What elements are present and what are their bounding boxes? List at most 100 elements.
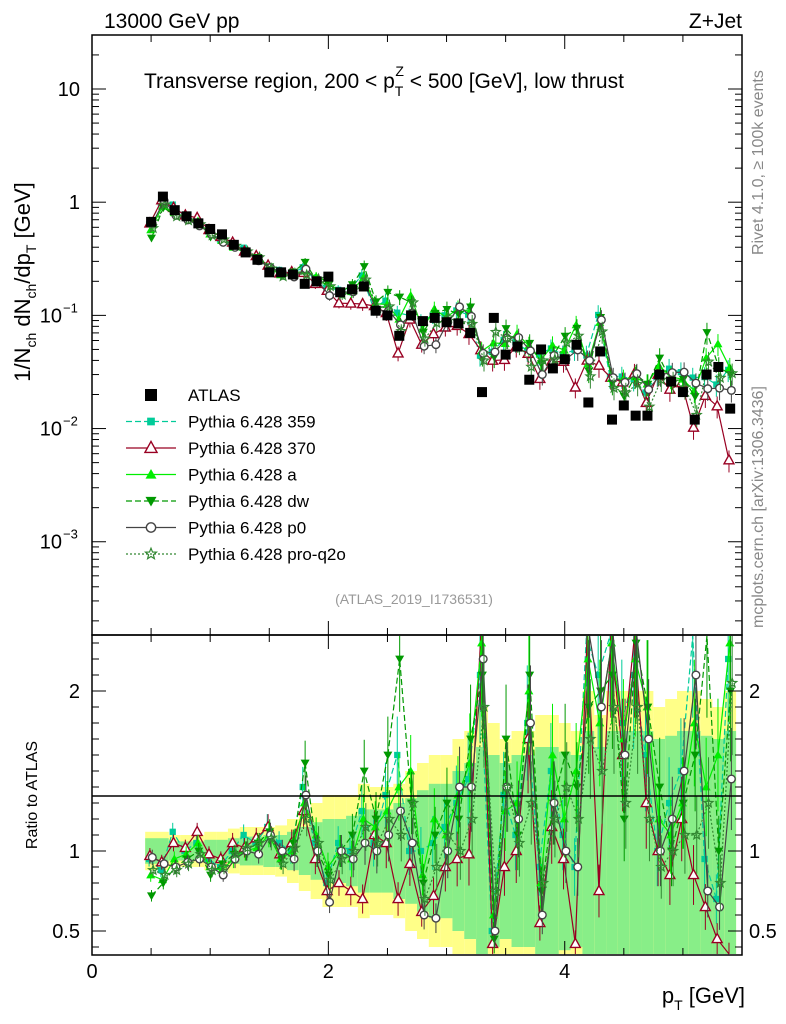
- legend-entry: ATLAS: [145, 386, 241, 405]
- ratio-marker: [619, 796, 632, 809]
- ratio-panel-series: [143, 635, 739, 955]
- main-marker: [663, 382, 677, 394]
- ratio-marker: [489, 884, 502, 897]
- main-marker: [382, 297, 389, 304]
- main-marker: [525, 339, 535, 348]
- main-marker: [454, 311, 464, 319]
- main-marker: [383, 288, 393, 297]
- atlas-data: [146, 191, 736, 425]
- main-marker: [726, 366, 739, 379]
- ratio-marker: [346, 847, 354, 855]
- legend-entry: Pythia 6.428 dw: [126, 492, 310, 511]
- ratio-marker: [276, 855, 286, 864]
- ratio-marker: [631, 700, 644, 713]
- ratio-y-tick-label-right: 0.5: [749, 921, 777, 943]
- ratio-marker: [191, 824, 204, 837]
- y-tick-label: 10: [40, 532, 62, 554]
- legend-label: Pythia 6.428 359: [188, 413, 316, 432]
- ratio-marker: [711, 932, 724, 944]
- ratio-marker: [455, 782, 465, 792]
- atlas-point: [441, 317, 452, 328]
- main-marker: [407, 296, 420, 308]
- main-marker: [607, 381, 621, 394]
- main-marker: [619, 386, 632, 398]
- atlas-point: [370, 305, 381, 316]
- ratio-marker: [619, 815, 629, 824]
- main-marker: [525, 346, 535, 356]
- ratio-marker: [360, 838, 370, 848]
- main-marker: [715, 383, 725, 393]
- ratio-marker: [158, 868, 172, 881]
- ratio-marker: [335, 839, 342, 847]
- ratio-marker: [548, 812, 562, 825]
- ratio-marker: [202, 847, 216, 859]
- ratio-marker: [549, 798, 559, 808]
- main-marker: [325, 291, 335, 301]
- main-marker: [678, 375, 688, 384]
- ratio-marker: [584, 732, 597, 745]
- y-label-t2: dN: [10, 299, 35, 333]
- main-marker: [572, 324, 582, 333]
- main-marker: [525, 360, 538, 373]
- plot-title-part-a: Transverse region, 200 < p: [144, 70, 395, 93]
- ratio-marker: [359, 767, 369, 776]
- plot-title: Transverse region, 200 < pTZ < 500 [GeV]…: [144, 63, 624, 99]
- main-marker: [418, 332, 431, 344]
- ratio-marker: [276, 857, 290, 869]
- ratio-marker: [454, 844, 467, 857]
- ratio-marker: [146, 892, 156, 901]
- legend-marker: [145, 389, 157, 401]
- band-green: [298, 827, 311, 875]
- main-marker: [358, 272, 365, 279]
- ratio-marker: [691, 670, 701, 680]
- y-label-t3: /dp: [10, 253, 35, 284]
- main-marker: [501, 325, 511, 334]
- ratio-marker: [324, 873, 337, 885]
- main-marker: [643, 380, 653, 389]
- ratio-marker: [687, 868, 700, 880]
- ratio-marker: [678, 799, 688, 808]
- ratio-marker: [536, 876, 550, 889]
- legend-label: Pythia 6.428 dw: [188, 492, 310, 511]
- ratio-marker: [356, 892, 369, 904]
- atlas-point: [465, 327, 476, 338]
- ratio-marker: [417, 847, 425, 855]
- ratio-marker: [477, 700, 491, 713]
- main-marker: [665, 365, 673, 372]
- rivet-label: Rivet 4.1.0, ≥ 100k events: [750, 70, 767, 255]
- analysis-reference: (ATLAS_2019_I1736531): [335, 591, 493, 607]
- main-marker: [391, 346, 405, 358]
- ratio-marker: [477, 638, 487, 647]
- ratio-marker: [514, 814, 524, 824]
- ratio-marker: [666, 844, 680, 857]
- band-green: [606, 731, 618, 954]
- ratio-marker: [229, 847, 242, 860]
- ratio-marker: [560, 780, 573, 793]
- ratio-panel-frame: [91, 634, 743, 956]
- atlas-point: [157, 191, 168, 202]
- ratio-marker: [406, 796, 420, 809]
- ratio-marker: [429, 814, 439, 823]
- ratio-marker: [560, 751, 570, 760]
- legend-label: ATLAS: [188, 386, 241, 405]
- ratio-marker: [313, 846, 323, 856]
- ratio-y-tick-label: 0.5: [52, 921, 80, 943]
- ratio-marker: [394, 751, 401, 759]
- atlas-point: [725, 403, 736, 414]
- ratio-marker: [454, 815, 464, 824]
- ratio-marker: [663, 868, 677, 880]
- ratio-marker: [644, 734, 654, 744]
- header-left: 13000 GeV pp: [104, 10, 239, 33]
- ratio-marker: [536, 887, 546, 896]
- main-marker: [466, 303, 476, 312]
- legend-entry: Pythia 6.428 a: [126, 466, 297, 485]
- atlas-point: [524, 374, 535, 385]
- main-marker: [394, 309, 401, 316]
- ratio-marker: [679, 766, 689, 776]
- atlas-point: [595, 346, 606, 357]
- ratio-marker: [254, 849, 264, 859]
- legend-label: Pythia 6.428 a: [188, 466, 297, 485]
- ratio-marker: [477, 671, 487, 680]
- y-label-t1: 1/N: [10, 348, 35, 382]
